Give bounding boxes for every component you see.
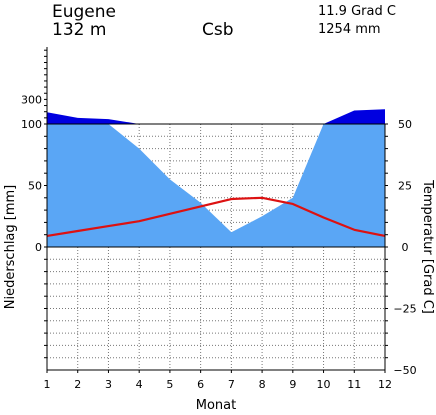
right-tick-label: 0	[402, 241, 409, 254]
right-axis-label: Temperatur [Grad C]	[420, 179, 435, 314]
x-tick-label: 3	[105, 378, 112, 391]
total-precipitation: 1254 mm	[318, 22, 381, 37]
right-tick-label: −25	[393, 303, 416, 316]
left-axis-label: Niederschlag [mm]	[3, 185, 18, 310]
x-tick-label: 7	[228, 378, 235, 391]
x-tick-label: 8	[259, 378, 266, 391]
x-tick-label: 12	[378, 378, 392, 391]
right-tick-label: 25	[398, 180, 412, 193]
station-name: Eugene	[52, 2, 116, 22]
x-tick-label: 11	[347, 378, 361, 391]
station-elevation: 132 m	[52, 20, 107, 40]
mean-temperature: 11.9 Grad C	[318, 4, 396, 19]
x-tick-label: 6	[197, 378, 204, 391]
axes	[44, 47, 388, 371]
x-tick-label: 9	[289, 378, 296, 391]
left-tick-label: 0	[35, 241, 42, 254]
x-axis-label: Monat	[196, 398, 236, 413]
precipitation-excess-area	[47, 109, 385, 124]
precipitation-area	[47, 124, 385, 247]
x-tick-label: 2	[74, 378, 81, 391]
x-tick-label: 4	[136, 378, 143, 391]
x-tick-label: 5	[166, 378, 173, 391]
x-tick-label: 10	[317, 378, 331, 391]
climate-class: Csb	[202, 20, 234, 40]
left-tick-label: 100	[21, 118, 42, 131]
x-axis-ticks: 1 2 3 4 5 6 7 8 9 10 11 12	[44, 370, 392, 391]
x-tick-label: 1	[44, 378, 51, 391]
right-tick-label: 50	[398, 118, 412, 131]
left-tick-label: 50	[28, 180, 42, 193]
left-axis-ticks: 0 50 100 300	[21, 93, 42, 254]
right-axis-ticks: −50 −25 0 25 50	[393, 118, 416, 377]
temperature-line	[46, 196, 386, 238]
right-tick-label: −50	[393, 364, 416, 377]
left-tick-label: 300	[21, 93, 42, 106]
